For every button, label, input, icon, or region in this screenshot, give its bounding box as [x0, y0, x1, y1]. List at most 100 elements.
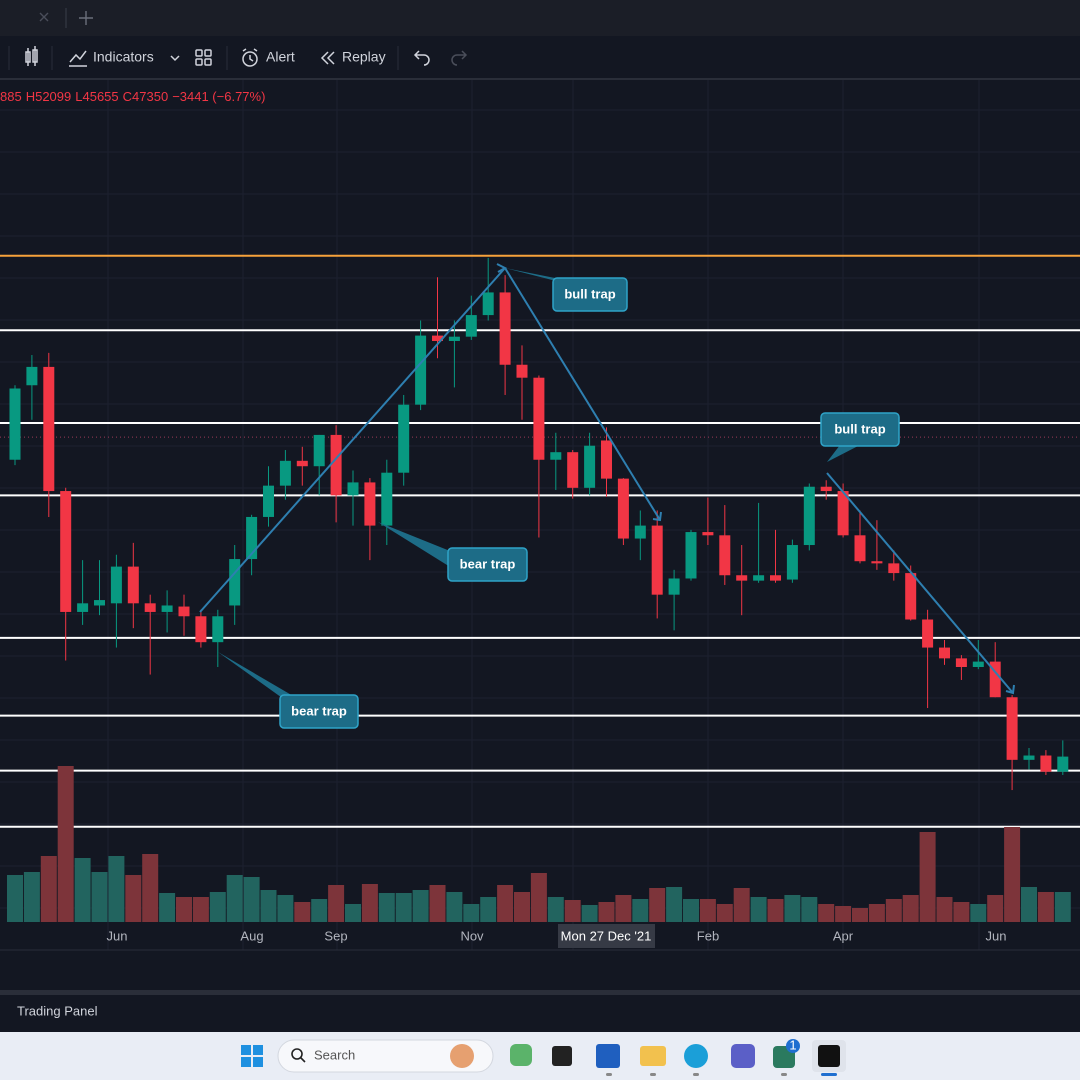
search-icon	[291, 1048, 303, 1060]
x-tick-label: Nov	[460, 928, 484, 943]
tradingview-icon[interactable]	[818, 1045, 840, 1067]
close-tab-icon[interactable]	[39, 12, 49, 22]
explorer-icon[interactable]	[640, 1046, 666, 1066]
callout-box	[552, 277, 628, 312]
x-tick-label: Mon 27 Dec '21	[561, 928, 652, 943]
volume-bar	[7, 875, 23, 922]
volume-bar	[970, 904, 987, 922]
volume-bar	[750, 897, 767, 922]
volume-bar	[159, 893, 176, 922]
volume-bar	[446, 892, 463, 922]
candle-body	[1057, 756, 1069, 772]
candle-body	[668, 578, 680, 595]
panel-divider	[0, 990, 1080, 995]
volume-bar	[801, 897, 818, 922]
volume-bar	[1037, 892, 1054, 922]
callout-text: bear trap	[291, 703, 347, 718]
alert-button[interactable]: Alert	[266, 49, 295, 65]
volume-bar	[716, 904, 733, 922]
candle-body	[617, 478, 629, 539]
x-tick-label: Aug	[240, 928, 263, 943]
candle-body	[719, 535, 731, 576]
indicators-button[interactable]: Indicators	[93, 49, 154, 65]
redo-icon[interactable]	[451, 50, 468, 66]
candle-body	[313, 434, 325, 467]
volume-bar	[581, 905, 598, 922]
legend-low: L45655	[75, 89, 118, 104]
volume-bar	[412, 890, 429, 922]
candle-body	[144, 603, 156, 612]
alert-icon[interactable]	[242, 48, 258, 67]
candle-body	[110, 566, 122, 604]
new-tab-icon[interactable]	[79, 11, 93, 25]
callout-box	[820, 412, 900, 447]
copilot-icon[interactable]	[510, 1044, 532, 1066]
volume-bar	[91, 872, 108, 922]
candle-type-icon[interactable]	[25, 46, 38, 66]
legend-high: H52099	[26, 89, 72, 104]
callout-text: bull trap	[834, 421, 885, 436]
candle-body	[567, 452, 579, 488]
candle-body	[465, 315, 477, 337]
volume-bar	[243, 877, 260, 922]
candles	[9, 257, 1069, 791]
candle-body	[584, 445, 596, 488]
candle-body	[77, 603, 89, 612]
volume-bar	[919, 832, 936, 922]
candle-body	[837, 491, 849, 536]
volume-bar	[818, 904, 835, 922]
candle-body	[989, 661, 1001, 698]
task-view-icon[interactable]	[552, 1046, 572, 1066]
volume-bar	[683, 899, 699, 922]
arrow-head	[1005, 684, 1015, 695]
indicators-dropdown[interactable]	[170, 55, 180, 62]
trend-arrow	[504, 267, 661, 521]
teams-icon[interactable]	[731, 1044, 755, 1068]
volume-bar	[260, 890, 277, 922]
candle-body	[736, 575, 748, 581]
volume-bar	[615, 895, 632, 922]
start-button[interactable]	[241, 1045, 263, 1067]
volume-bar	[176, 897, 192, 922]
taskbar	[0, 1032, 1080, 1080]
search-placeholder[interactable]: Search	[314, 1047, 355, 1062]
grid	[0, 80, 1080, 950]
volume-bar	[40, 856, 57, 922]
candle-body	[364, 482, 376, 526]
candle-body	[770, 575, 781, 581]
candle-body	[1040, 755, 1052, 772]
candle-body	[634, 525, 646, 539]
levels	[0, 254, 1080, 828]
candle-body	[685, 532, 697, 579]
replay-button[interactable]: Replay	[342, 49, 386, 65]
candle-body	[448, 336, 460, 341]
callout-text: bear trap	[460, 556, 516, 571]
edge-icon[interactable]	[684, 1044, 708, 1068]
volume	[7, 766, 1071, 922]
volume-bar	[226, 875, 243, 922]
volume-bar	[902, 895, 919, 922]
indicators-icon[interactable]	[69, 50, 87, 67]
candle-body	[212, 616, 224, 643]
callout-pointer	[218, 652, 300, 700]
replay-icon[interactable]	[320, 51, 335, 65]
ohlc-legend: 885 H52099 L45655 C47350 −3441 (−6.77%)	[0, 89, 265, 104]
candle-body	[533, 377, 545, 460]
candle-body	[820, 486, 832, 492]
notification-badge	[786, 1039, 800, 1053]
candle-body	[381, 472, 393, 526]
undo-icon[interactable]	[413, 50, 430, 66]
word-icon[interactable]	[596, 1044, 620, 1068]
search-box[interactable]	[277, 1039, 494, 1073]
templates-icon[interactable]	[195, 49, 212, 66]
candle-body	[786, 545, 798, 580]
x-tick-label: Jun	[986, 928, 1007, 943]
candle-body	[161, 605, 173, 612]
volume-bar	[395, 893, 412, 922]
volume-bar	[192, 897, 209, 922]
annotations: bull trap bull trap bear trap bear trap	[199, 263, 1015, 729]
candle-body	[246, 516, 258, 560]
volume-bar	[108, 856, 125, 922]
trading-panel-tab[interactable]: Trading Panel	[17, 1003, 98, 1018]
